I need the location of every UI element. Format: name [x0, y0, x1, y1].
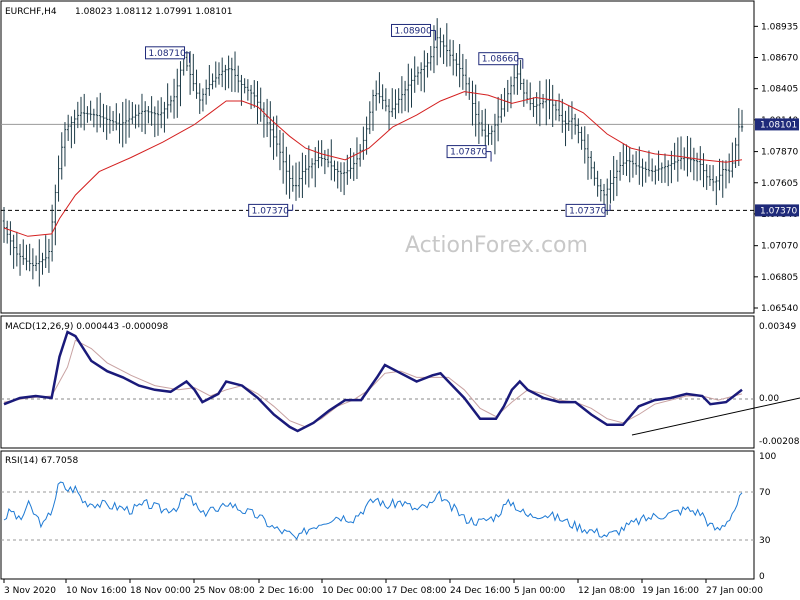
rsi-tick-label: 70	[759, 488, 771, 498]
price-tick-label: 1.06540	[761, 304, 798, 314]
price-annotation-label: 1.08660	[482, 55, 519, 65]
macd-signal-line	[3, 339, 743, 428]
time-tick-label: 2 Dec 16:00	[259, 586, 314, 596]
price-annotation-label: 1.07370	[252, 206, 289, 216]
watermark: ActionForex.com	[405, 233, 588, 258]
time-tick-label: 17 Dec 08:00	[386, 586, 447, 596]
price-panel	[0, 0, 755, 314]
time-tick-label: 10 Nov 16:00	[66, 586, 127, 596]
ohlc-readout: 1.08023 1.08112 1.07991 1.08101	[75, 7, 232, 17]
support-price-tag	[755, 204, 799, 217]
price-tick-label: 1.08670	[761, 54, 798, 64]
support-line: 1.07370	[1, 204, 799, 217]
rsi-panel	[0, 450, 755, 580]
price-tick-label: 1.08935	[761, 22, 798, 32]
macd-tick-label: 0.00	[759, 394, 779, 404]
rsi-tick-label: 0	[759, 572, 765, 582]
macd-tick-label: -0.002083	[759, 437, 800, 447]
price-annotation-label: 1.08710	[149, 49, 186, 59]
current-price-line: 1.08101	[1, 118, 799, 131]
time-tick-label: 5 Jan 00:00	[514, 586, 566, 596]
current-price-label: 1.08101	[760, 120, 797, 130]
rsi-tick-label: 100	[759, 452, 776, 462]
price-tick-label: 1.06805	[761, 273, 798, 283]
time-tick-label: 3 Nov 2020	[4, 586, 56, 596]
support-price-label: 1.07370	[760, 206, 797, 216]
macd-header: MACD(12,26,9) 0.000443 -0.000098	[5, 322, 168, 332]
time-tick-label: 19 Jan 16:00	[642, 586, 699, 596]
candle-series	[2, 18, 744, 287]
rsi-axis: 100 70 30 0	[1, 452, 776, 582]
price-annotation-label: 1.08900	[395, 26, 432, 36]
price-tick-label: 1.07870	[761, 148, 798, 158]
current-price-tag	[755, 118, 799, 131]
price-annotation-label: 1.07870	[450, 148, 487, 158]
macd-tick-label: 0.00349	[759, 322, 796, 332]
price-annotations: 1.08710 1.08900 1.08660 1.07870 1.07370 1.073…	[145, 23, 611, 217]
time-tick-label: 25 Nov 08:00	[194, 586, 255, 596]
chart-header: EURCHF,H4	[5, 7, 57, 17]
price-tick-label: 1.07605	[761, 179, 798, 189]
price-tick-label: 1.07070	[761, 242, 798, 252]
price-tick-label: 1.08405	[761, 85, 798, 95]
rsi-header: RSI(14) 67.7058	[5, 456, 78, 466]
time-tick-label: 24 Dec 16:00	[450, 586, 511, 596]
time-tick-label: 10 Dec 00:00	[322, 586, 383, 596]
macd-axis: 0.00349 0.00 -0.002083	[759, 322, 800, 447]
time-axis: 3 Nov 2020 10 Nov 16:00 18 Nov 00:00 25 Nov…	[3, 579, 763, 596]
moving-average-line	[3, 91, 743, 237]
time-tick-label: 27 Jan 00:00	[706, 586, 763, 596]
price-axis: 1.089351.086701.084051.081401.078701.076…	[754, 22, 798, 314]
time-tick-label: 12 Jan 08:00	[578, 586, 635, 596]
rsi-tick-label: 30	[759, 536, 771, 546]
macd-panel	[0, 315, 755, 449]
rsi-line	[3, 481, 743, 541]
macd-trendline	[631, 397, 800, 436]
time-tick-label: 18 Nov 00:00	[130, 586, 191, 596]
price-annotation-label: 1.07370	[569, 206, 606, 216]
macd-line	[3, 330, 743, 433]
